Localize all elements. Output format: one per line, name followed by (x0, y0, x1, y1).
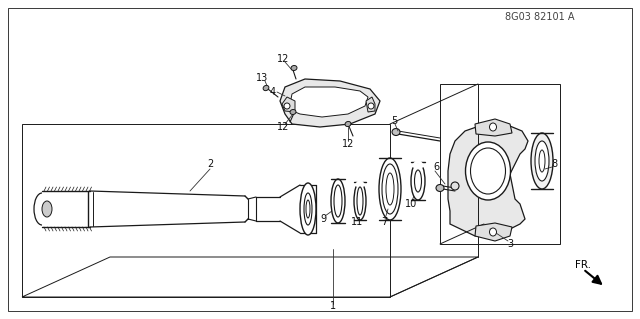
Text: 10: 10 (405, 199, 417, 209)
Text: 4: 4 (270, 87, 276, 97)
Text: 2: 2 (207, 159, 213, 169)
Ellipse shape (535, 141, 549, 181)
Ellipse shape (531, 133, 553, 189)
Ellipse shape (451, 182, 459, 190)
Text: 11: 11 (351, 217, 363, 227)
Ellipse shape (291, 65, 297, 70)
Ellipse shape (386, 173, 394, 205)
Text: 8G03 82101 A: 8G03 82101 A (505, 12, 575, 22)
Text: 5: 5 (391, 116, 397, 126)
Ellipse shape (304, 193, 312, 225)
Ellipse shape (354, 182, 366, 220)
Ellipse shape (368, 103, 374, 109)
Ellipse shape (539, 150, 545, 172)
Text: 12: 12 (342, 139, 354, 149)
Text: 6: 6 (433, 162, 439, 172)
Polygon shape (290, 87, 368, 117)
Ellipse shape (331, 179, 345, 223)
Text: FR.: FR. (575, 260, 591, 270)
Ellipse shape (490, 228, 497, 236)
Ellipse shape (334, 185, 342, 217)
Text: 13: 13 (256, 73, 268, 83)
Ellipse shape (392, 129, 400, 136)
Ellipse shape (490, 123, 497, 131)
Ellipse shape (42, 201, 52, 217)
Ellipse shape (379, 158, 401, 220)
Polygon shape (475, 223, 512, 241)
Polygon shape (280, 79, 380, 127)
Ellipse shape (263, 85, 269, 91)
Ellipse shape (306, 200, 310, 218)
Text: 8: 8 (551, 159, 557, 169)
Ellipse shape (290, 109, 296, 115)
Text: 9: 9 (320, 214, 326, 224)
Ellipse shape (300, 183, 316, 235)
Text: 12: 12 (277, 122, 289, 132)
Polygon shape (475, 119, 512, 136)
Text: 7: 7 (381, 217, 387, 227)
Text: 1: 1 (330, 301, 336, 311)
Ellipse shape (436, 184, 444, 191)
Ellipse shape (284, 103, 290, 109)
Ellipse shape (411, 162, 425, 200)
Text: 3: 3 (507, 239, 513, 249)
Polygon shape (448, 124, 528, 236)
Text: 12: 12 (277, 54, 289, 64)
Polygon shape (282, 97, 295, 112)
Ellipse shape (382, 164, 398, 214)
Polygon shape (366, 97, 375, 112)
Ellipse shape (357, 187, 363, 215)
Ellipse shape (345, 122, 351, 127)
Ellipse shape (465, 142, 511, 200)
Ellipse shape (415, 170, 422, 192)
